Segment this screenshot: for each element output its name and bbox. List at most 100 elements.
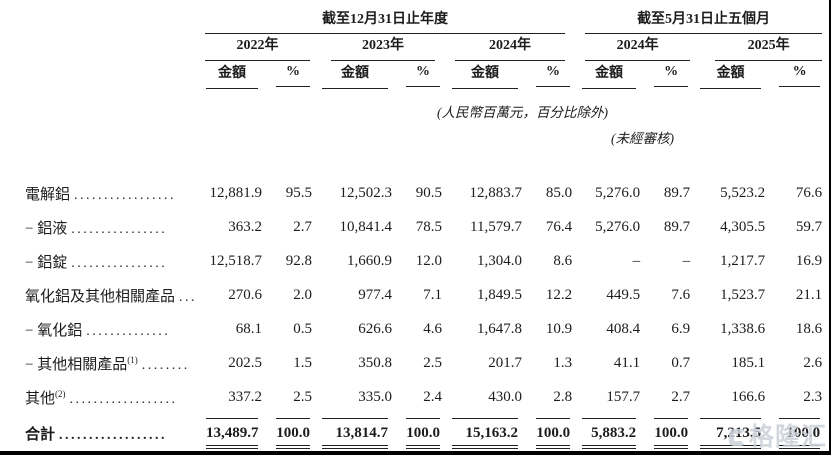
percent-cell: – — [682, 252, 691, 269]
revenue-breakdown-table: 截至12月31日止年度 截至5月31日止五個月 2022年 2023年 2024… — [0, 8, 823, 451]
year-label-2024: 2024年 — [455, 34, 566, 61]
amount-cell: 12,881.9 — [209, 184, 263, 201]
percent-cell: 100.0 — [392, 414, 442, 451]
percent-cell: 85.0 — [545, 184, 573, 201]
period-group-annual: 截至12月31日止年度 — [196, 8, 572, 34]
empty-corner-cell — [0, 8, 196, 34]
amount-header-label: 金額 — [206, 62, 258, 89]
table-row: − 氧化鋁.............. 68.1 0.5 626.6 4.6 1,647.… — [0, 312, 822, 346]
row-label: 其他 — [25, 390, 56, 407]
amount-cell: 15,163.2 — [442, 414, 522, 451]
percent-cell: 100.0 — [262, 414, 312, 451]
dot-leader: .................. — [69, 391, 178, 407]
amount-cell: 1,523.7 — [720, 286, 766, 303]
year-column-2024: 2024年 — [442, 34, 572, 61]
percent-cell: 59.7 — [795, 218, 823, 235]
period-group-five-months: 截至5月31日止五個月 — [572, 8, 823, 34]
percent-header: % — [262, 61, 312, 90]
amount-cell: 449.5 — [606, 286, 641, 303]
percent-cell: 18.6 — [795, 320, 823, 337]
row-label: − 鋁錠 — [25, 254, 68, 271]
row-label-cell: − 鋁錠................ — [0, 244, 196, 278]
year-column-2023: 2023年 — [312, 34, 442, 61]
percent-cell: 100.0 — [522, 414, 572, 451]
percent-cell: 4.6 — [423, 320, 442, 337]
percent-cell: 2.8 — [553, 388, 573, 405]
amount-cell: 270.6 — [228, 286, 262, 303]
row-label-cell: − 其他相關產品(1)........ — [0, 346, 196, 380]
percent-cell: 1.3 — [553, 354, 573, 371]
table-row: 電解鋁................. 12,881.9 95.5 12,502.3… — [0, 176, 822, 210]
row-label: 氧化鋁及其他相關產品 — [25, 288, 176, 305]
dot-leader: .... — [179, 289, 196, 305]
amount-cell: 11,579.7 — [470, 218, 522, 235]
row-label: 合計 — [25, 426, 56, 443]
percent-cell: 92.8 — [285, 252, 312, 269]
percent-header-label: % — [406, 64, 440, 87]
percent-cell: 21.1 — [795, 286, 823, 303]
percent-cell: 6.9 — [671, 320, 691, 337]
year-column-2024-interim: 2024年 — [572, 34, 691, 61]
table-row: − 鋁錠................ 12,518.7 92.8 1,660.9 1… — [0, 244, 822, 278]
percent-cell: 76.6 — [795, 184, 823, 201]
year-label-2025-interim: 2025年 — [715, 34, 823, 61]
percent-header: % — [640, 61, 690, 90]
row-label: − 其他相關產品 — [25, 356, 128, 373]
amount-cell: 350.8 — [358, 354, 392, 371]
percent-header: % — [392, 61, 442, 90]
amount-cell: 5,276.0 — [595, 184, 641, 201]
amount-cell: 977.4 — [358, 286, 392, 303]
amount-header: 金額 — [442, 61, 522, 90]
amount-cell: 157.7 — [606, 388, 641, 405]
amount-cell: 12,883.7 — [469, 184, 523, 201]
amount-cell: 202.5 — [228, 354, 262, 371]
amount-cell: 13,489.7 — [196, 414, 262, 451]
percent-cell: 2.7 — [671, 388, 691, 405]
amount-cell: 1,849.5 — [477, 286, 522, 303]
percent-cell: 2.3 — [803, 388, 823, 405]
percent-cell: 2.6 — [803, 354, 823, 371]
percent-header-label: % — [536, 64, 571, 87]
total-value: 100.0 — [779, 417, 821, 449]
period-group-annual-label: 截至12月31日止年度 — [205, 8, 566, 34]
percent-cell: 95.5 — [285, 184, 312, 201]
percent-header-label: % — [654, 64, 689, 87]
amount-cell: 1,217.7 — [720, 252, 766, 269]
percent-cell: 2.4 — [423, 388, 442, 405]
amount-header: 金額 — [312, 61, 392, 90]
amount-cell: – — [632, 252, 641, 269]
currency-unit-note: (人民幣百萬元，百分比除外) — [437, 105, 608, 120]
amount-cell: 12,502.3 — [339, 184, 393, 201]
amount-cell: 430.0 — [488, 388, 522, 405]
amount-cell: 5,276.0 — [595, 218, 641, 235]
amount-cell: 1,338.6 — [720, 320, 766, 337]
percent-cell: 7.6 — [671, 286, 691, 303]
empty-cell — [0, 34, 196, 61]
table-row: − 鋁液................ 363.2 2.7 10,841.4 78.5… — [0, 210, 822, 244]
gelonghui-watermark: 格隆汇 — [728, 425, 827, 450]
percent-cell: 2.5 — [293, 388, 312, 405]
percent-cell: 16.9 — [795, 252, 823, 269]
amount-cell: 10,841.4 — [339, 218, 393, 235]
percent-cell: 89.7 — [663, 218, 691, 235]
amount-cell: 408.4 — [606, 320, 641, 337]
total-value: 13,489.7 — [206, 417, 259, 449]
amount-cell: 335.0 — [358, 388, 392, 405]
percent-cell: 2.5 — [423, 354, 442, 371]
percent-cell: 100.0 — [640, 414, 690, 451]
empty-cell — [0, 61, 196, 90]
amount-header-label: 金額 — [582, 62, 637, 89]
total-value: 100.0 — [276, 417, 310, 449]
row-label: − 氧化鋁 — [25, 322, 83, 339]
percent-cell: 0.7 — [671, 354, 691, 371]
year-label-2024-interim: 2024年 — [585, 34, 691, 61]
dot-leader: ................ — [71, 221, 168, 237]
notes-spacer-row — [0, 90, 822, 176]
percent-cell: 8.6 — [553, 252, 573, 269]
year-label-2022: 2022年 — [205, 34, 310, 61]
percent-cell: 76.4 — [545, 218, 573, 235]
dot-leader: ........ — [141, 357, 190, 373]
row-label-cell: − 鋁液................ — [0, 210, 196, 244]
dot-leader: ................ — [71, 255, 168, 271]
total-value: 15,163.2 — [452, 417, 518, 449]
